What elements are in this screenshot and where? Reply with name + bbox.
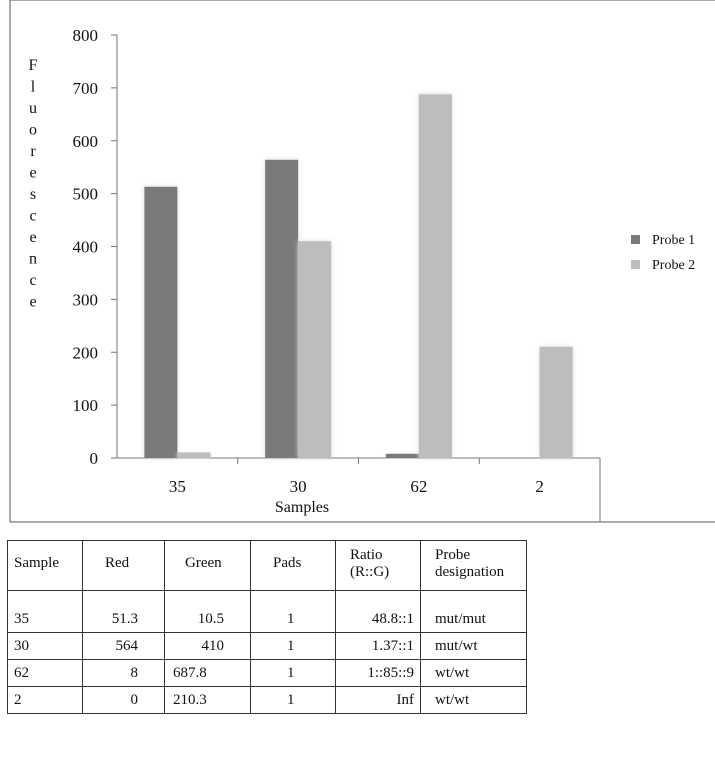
cell-red: 0	[82, 686, 165, 714]
table-row: 35 51.3 10.5 1 48.8::1 mut/mut	[7, 590, 527, 633]
legend-label: Probe 1	[652, 233, 695, 248]
y-tick-label: 0	[90, 449, 99, 468]
cell-pads: 1	[250, 659, 336, 687]
cell-ratio: 1.37::1	[335, 632, 421, 660]
y-label-char: o	[29, 122, 37, 139]
cell-sample: 2	[7, 686, 83, 714]
bar-probe-2-62	[418, 94, 452, 459]
cell-ratio: 1::85::9	[335, 659, 421, 687]
y-tick-label: 500	[73, 185, 99, 204]
cell-pads: 1	[250, 686, 336, 714]
header-designation: Probe designation	[420, 540, 527, 591]
y-label-char: n	[29, 251, 37, 268]
x-tick-label: 62	[410, 477, 427, 496]
y-label-char: c	[29, 272, 36, 289]
y-label-char: e	[29, 229, 36, 246]
y-label-char: l	[31, 79, 36, 96]
bar-probe-1-62	[385, 453, 419, 458]
x-tick-label: 35	[169, 477, 186, 496]
y-label-char: F	[29, 57, 38, 74]
y-tick-label: 700	[73, 79, 99, 98]
y-label-char: e	[29, 294, 36, 311]
bars	[144, 94, 573, 459]
x-tick-label: 2	[535, 477, 544, 496]
y-tick-label: 200	[73, 343, 99, 362]
cell-pads: 1	[250, 590, 336, 633]
header-ratio: Ratio (R::G)	[335, 540, 421, 591]
header-pads: Pads	[250, 540, 336, 591]
header-green: Green	[164, 540, 251, 591]
bar-probe-1-30	[265, 159, 299, 458]
x-axis-label: Samples	[275, 499, 329, 516]
y-ticks: 0 100 200 300 400 500 600 700 800	[73, 26, 117, 468]
y-tick-label: 400	[73, 238, 99, 257]
cell-green: 687.8	[164, 659, 251, 687]
y-label-char: e	[29, 165, 36, 182]
bar-probe-2-2	[539, 346, 573, 458]
cell-sample: 35	[7, 590, 83, 633]
legend-swatch	[631, 260, 640, 269]
header-sample: Sample	[7, 540, 83, 591]
cell-sample: 30	[7, 632, 83, 660]
cell-designation: mut/wt	[420, 632, 527, 660]
data-table: Sample Red Green Pads Ratio (R::G) Probe…	[7, 540, 527, 714]
bar-probe-1-35	[144, 186, 178, 458]
cell-designation: wt/wt	[420, 659, 527, 687]
y-label-char: u	[29, 100, 37, 117]
cell-sample: 62	[7, 659, 83, 687]
header-designation-line1: Probe	[435, 547, 470, 563]
cell-red: 564	[82, 632, 165, 660]
cell-ratio: 48.8::1	[335, 590, 421, 633]
cell-red: 51.3	[82, 590, 165, 633]
header-designation-line2: designation	[435, 564, 505, 580]
y-tick-label: 100	[73, 396, 99, 415]
cell-green: 410	[164, 632, 251, 660]
header-red: Red	[82, 540, 165, 591]
legend: Probe 1 Probe 2	[631, 233, 695, 273]
y-tick-label: 600	[73, 132, 99, 151]
y-label-char: c	[29, 208, 36, 225]
y-label-char: r	[30, 143, 36, 160]
header-ratio-line1: Ratio	[350, 547, 383, 563]
x-tick-label: 30	[290, 477, 307, 496]
y-tick-label: 300	[73, 290, 99, 309]
y-tick-label: 800	[73, 26, 99, 45]
cell-designation: mut/mut	[420, 590, 527, 633]
x-ticks: 35 30 62 2	[169, 458, 601, 496]
bar-probe-2-35	[177, 452, 211, 458]
cell-red: 8	[82, 659, 165, 687]
table-row: 62 8 687.8 1 1::85::9 wt/wt	[7, 659, 527, 687]
cell-green: 10.5	[164, 590, 251, 633]
legend-label: Probe 2	[652, 258, 695, 273]
bar-probe-2-30	[298, 241, 332, 458]
cell-ratio: Inf	[335, 686, 421, 714]
header-ratio-line2: (R::G)	[350, 564, 390, 580]
table-row: 2 0 210.3 1 Inf wt/wt	[7, 686, 527, 714]
table-row: 30 564 410 1 1.37::1 mut/wt	[7, 632, 527, 660]
legend-swatch	[631, 235, 640, 244]
y-label-char: s	[30, 186, 36, 203]
table-header-row: Sample Red Green Pads Ratio (R::G) Probe…	[7, 540, 527, 591]
cell-pads: 1	[250, 632, 336, 660]
cell-designation: wt/wt	[420, 686, 527, 714]
cell-green: 210.3	[164, 686, 251, 714]
